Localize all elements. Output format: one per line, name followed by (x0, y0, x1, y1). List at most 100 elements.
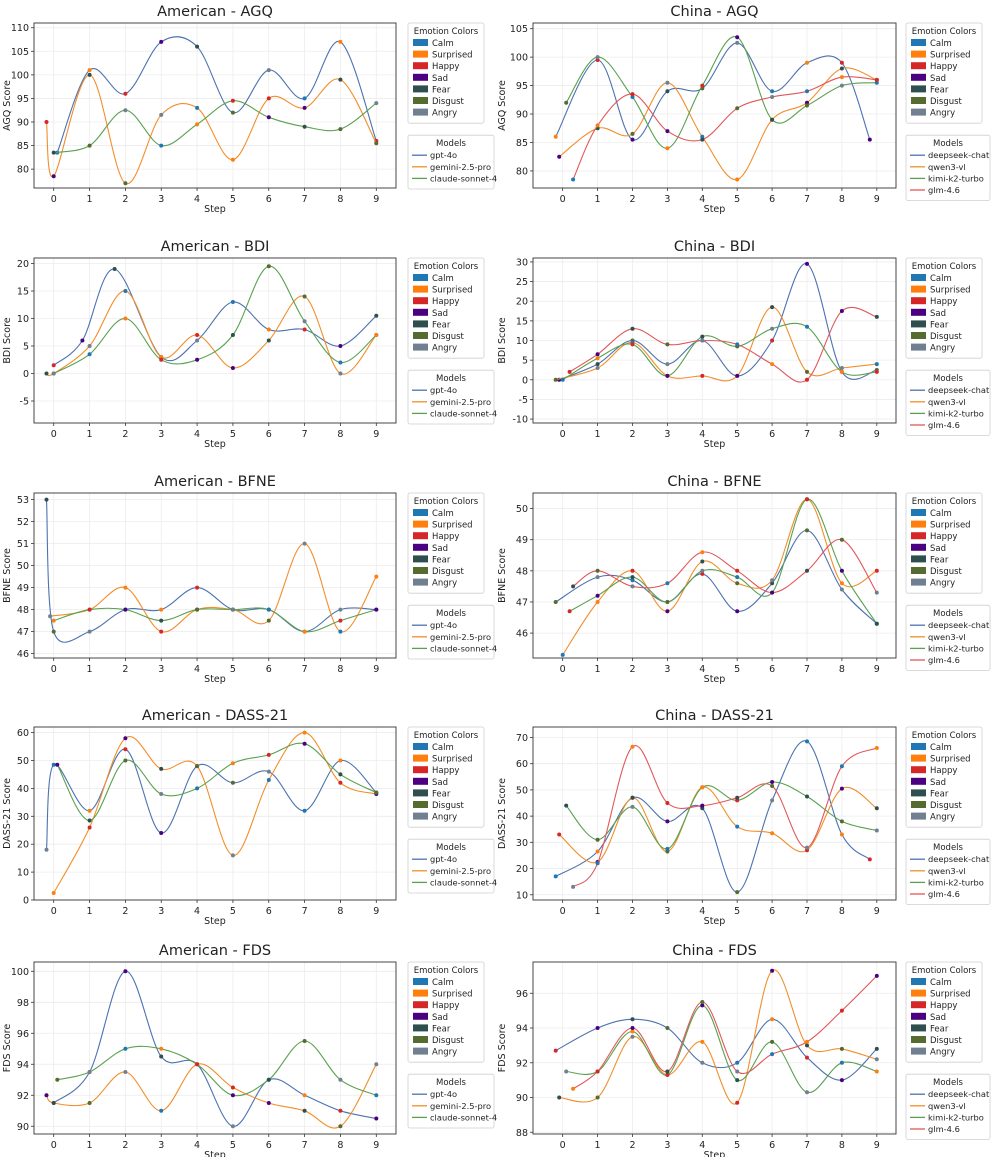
x-tick-label: 5 (230, 906, 236, 917)
plot-frame (33, 726, 397, 901)
series-line-deepseek-chat (555, 1018, 878, 1081)
models-legend-box (905, 838, 991, 906)
emotion-swatch (413, 555, 428, 563)
emotion-swatch (413, 543, 428, 551)
data-point-deepseek-chat (553, 874, 558, 879)
x-tick-label: 7 (804, 1140, 810, 1151)
data-point-deepseek-chat (630, 578, 635, 583)
data-point-gemini-2.5-pro (266, 338, 271, 343)
data-point-gemini-2.5-pro (159, 629, 164, 634)
x-tick-label: 0 (560, 1140, 566, 1151)
data-point-glm-4.6 (735, 568, 740, 573)
y-axis-label: AGQ Score (2, 80, 13, 131)
emotion-swatch (911, 320, 926, 328)
emotion-swatch (911, 989, 926, 997)
emotion-label: Surprised (930, 286, 971, 296)
data-point-deepseek-chat (630, 1017, 635, 1022)
data-point-kimi-k2-turbo (665, 1072, 670, 1077)
emotion-swatch (911, 520, 926, 528)
x-tick-label: 9 (373, 429, 379, 440)
data-point-deepseek-chat (735, 40, 740, 45)
x-tick-label: 1 (595, 906, 601, 917)
y-tick-label: 90 (17, 1122, 29, 1133)
data-point-gemini-2.5-pro (374, 1062, 379, 1067)
data-point-claude-sonnet-4 (51, 371, 56, 376)
data-point-deepseek-chat (805, 528, 809, 533)
data-point-qwen3-vl (735, 824, 740, 829)
chart-title: American - BDI (161, 239, 270, 255)
chart-china-agq: China - AGQ 80 85 90 95 100 105 0 1 2 3 4 5 6 7 8 9 Step A… (497, 4, 991, 215)
data-point-gemini-2.5-pro (44, 120, 49, 124)
plot-frame (532, 257, 897, 424)
x-tick-label: 7 (804, 194, 810, 205)
data-point-qwen3-vl (839, 366, 844, 370)
data-point-deepseek-chat (839, 832, 844, 837)
series-line-claude-sonnet-4 (53, 100, 377, 154)
emotion-swatch (413, 1047, 428, 1055)
model-label: claude-sonnet-4 (430, 877, 497, 887)
data-point-gpt-4o (230, 780, 235, 785)
data-point-claude-sonnet-4 (87, 1070, 92, 1074)
data-point-deepseek-chat (735, 609, 740, 614)
x-tick-label: 6 (266, 664, 272, 675)
data-point-kimi-k2-turbo (770, 1039, 775, 1044)
data-point-glm-4.6 (571, 584, 576, 589)
emotion-label: Sad (930, 74, 946, 84)
plot-frame (532, 492, 897, 659)
y-tick-label: 80 (516, 166, 528, 177)
emotion-label: Sad (432, 778, 448, 788)
data-point-gemini-2.5-pro (338, 77, 343, 82)
y-tick-label: 94 (516, 1024, 528, 1035)
emotion-swatch (413, 274, 428, 281)
data-point-glm-4.6 (770, 362, 775, 367)
emotion-swatch (413, 801, 428, 808)
data-point-deepseek-chat (735, 890, 740, 895)
x-axis-label: Step (704, 204, 726, 215)
data-point-kimi-k2-turbo (770, 326, 775, 331)
data-point-glm-4.6 (735, 1069, 740, 1074)
x-tick-label: 2 (629, 1140, 635, 1151)
x-tick-label: 2 (122, 906, 128, 917)
models-legend-title: Models (933, 374, 964, 384)
x-tick-label: 4 (699, 1140, 705, 1151)
y-tick-label: 100 (11, 70, 29, 81)
data-point-gemini-2.5-pro (230, 366, 235, 370)
emotion-swatch (413, 567, 428, 574)
data-point-qwen3-vl (630, 568, 635, 573)
x-tick-label: 2 (122, 1140, 128, 1151)
x-tick-label: 6 (769, 664, 775, 675)
x-tick-label: 0 (560, 429, 566, 440)
data-point-glm-4.6 (630, 584, 635, 589)
data-point-kimi-k2-turbo (805, 103, 809, 108)
x-tick-label: 0 (51, 194, 57, 205)
x-tick-label: 8 (839, 664, 845, 675)
data-point-kimi-k2-turbo (805, 794, 809, 799)
series-line-kimi-k2-turbo (565, 781, 877, 850)
data-point-kimi-k2-turbo (874, 621, 879, 626)
y-tick-label: 96 (17, 1029, 29, 1040)
series-line-claude-sonnet-4 (57, 1040, 377, 1097)
emotion-label: Disgust (432, 801, 465, 811)
data-point-kimi-k2-turbo (770, 117, 775, 122)
data-point-gemini-2.5-pro (51, 1101, 56, 1105)
series-line-gpt-4o (53, 970, 377, 1127)
data-point-claude-sonnet-4 (195, 122, 200, 127)
model-label: kimi-k2-turbo (928, 643, 984, 653)
data-point-deepseek-chat (595, 362, 600, 367)
model-label: qwen3-vl (928, 397, 966, 407)
data-point-glm-4.6 (770, 1052, 775, 1057)
data-point-glm-4.6 (595, 861, 600, 866)
x-tick-label: 0 (51, 429, 57, 440)
emotion-label: Happy (930, 532, 957, 542)
data-point-qwen3-vl (839, 786, 844, 791)
emotion-legend-title: Emotion Colors (414, 966, 479, 976)
data-point-qwen3-vl (665, 609, 670, 614)
data-point-kimi-k2-turbo (700, 83, 705, 88)
y-tick-label: 92 (17, 1091, 29, 1102)
emotion-label: Surprised (930, 990, 971, 1000)
series-line-deepseek-chat (555, 740, 871, 893)
chart-title: American - DASS-21 (142, 708, 288, 724)
data-point-claude-sonnet-4 (338, 1077, 343, 1082)
data-point-deepseek-chat (595, 1026, 600, 1030)
